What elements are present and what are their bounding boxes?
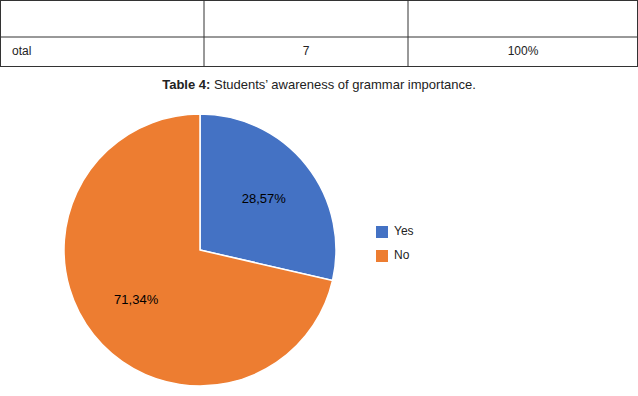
caption-bold: Table 4: xyxy=(162,77,210,92)
table-cell: 7 xyxy=(303,44,310,58)
legend: Yes No xyxy=(376,224,414,262)
table-rule xyxy=(0,0,1,67)
caption: Table 4: Students’ awareness of grammar … xyxy=(162,77,476,92)
legend-label: No xyxy=(394,248,410,262)
data-label: 28,57% xyxy=(242,191,287,206)
table-rule xyxy=(0,37,638,38)
table-cell: 100% xyxy=(508,44,539,58)
data-label: 71,34% xyxy=(114,292,159,307)
legend-label: Yes xyxy=(394,224,414,238)
chart: otal 7 100% Table 4: Students’ awareness of… xyxy=(0,0,638,396)
table-cell: otal xyxy=(12,44,31,58)
pie-slice xyxy=(64,114,333,386)
table-rule xyxy=(204,0,205,67)
table: otal 7 100% xyxy=(0,0,638,67)
caption-rest: Students’ awareness of grammar importanc… xyxy=(210,77,475,92)
table-rule xyxy=(408,0,409,67)
data-labels: 28,57% 71,34% xyxy=(114,191,286,308)
table-rule xyxy=(0,66,638,67)
legend-swatch xyxy=(376,250,388,262)
table-rule xyxy=(0,0,638,1)
legend-swatch xyxy=(376,226,388,238)
table-rule xyxy=(637,0,638,67)
